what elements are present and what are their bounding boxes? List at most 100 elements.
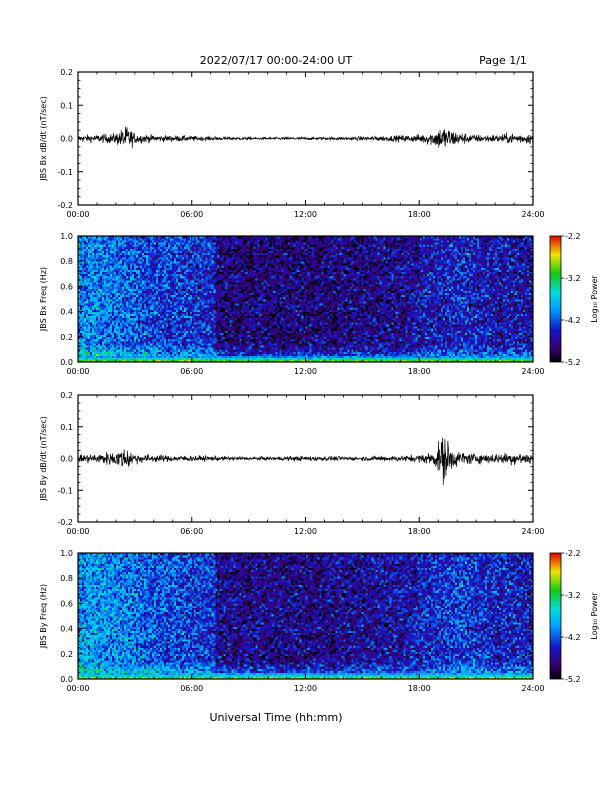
heatmap-cell bbox=[105, 282, 109, 285]
heatmap-cell bbox=[179, 315, 183, 319]
heatmap-cell bbox=[109, 286, 113, 289]
heatmap-cell bbox=[78, 248, 81, 251]
heatmap-cell bbox=[199, 240, 203, 243]
heatmap-cell bbox=[149, 290, 153, 293]
heatmap-cell bbox=[165, 334, 169, 338]
heatmap-cell bbox=[113, 269, 117, 272]
heatmap-cell bbox=[85, 351, 89, 354]
heatmap-cell bbox=[95, 292, 99, 296]
heatmap-cell bbox=[147, 257, 151, 260]
heatmap-cell bbox=[173, 359, 177, 363]
heatmap-cell bbox=[147, 275, 151, 279]
heatmap-cell bbox=[181, 271, 185, 275]
heatmap-cell bbox=[93, 254, 97, 258]
heatmap-cell bbox=[211, 311, 215, 314]
heatmap-cell bbox=[201, 269, 205, 272]
heatmap-cell bbox=[101, 263, 105, 266]
heatmap-cell bbox=[217, 284, 220, 287]
heatmap-cell bbox=[143, 343, 147, 346]
heatmap-cell bbox=[81, 252, 85, 256]
heatmap-cell bbox=[119, 326, 123, 329]
heatmap-cell bbox=[125, 359, 129, 363]
heatmap-cell bbox=[231, 320, 234, 323]
heatmap-cell bbox=[99, 307, 103, 310]
heatmap-cell bbox=[175, 311, 179, 314]
heatmap-cell bbox=[191, 280, 195, 283]
heatmap-cell bbox=[177, 269, 181, 272]
heatmap-cell bbox=[101, 345, 105, 348]
heatmap-cell bbox=[95, 307, 99, 310]
heatmap-cell bbox=[199, 238, 203, 241]
heatmap-cell bbox=[177, 284, 181, 287]
heatmap-cell bbox=[83, 324, 87, 327]
heatmap-cell bbox=[78, 299, 81, 302]
heatmap-cell bbox=[165, 294, 169, 298]
heatmap-cell bbox=[193, 332, 197, 335]
heatmap-cell bbox=[105, 294, 109, 298]
heatmap-cell bbox=[219, 290, 222, 293]
heatmap-cell bbox=[177, 311, 181, 314]
heatmap-cell bbox=[205, 282, 209, 285]
heatmap-cell bbox=[205, 345, 209, 348]
heatmap-cell bbox=[119, 320, 123, 323]
heatmap-cell bbox=[115, 328, 119, 331]
heatmap-cell bbox=[181, 246, 185, 249]
heatmap-cell bbox=[189, 259, 193, 262]
heatmap-cell bbox=[195, 238, 199, 241]
heatmap-cell bbox=[207, 357, 211, 361]
heatmap-cell bbox=[197, 290, 201, 293]
heatmap-cell bbox=[197, 320, 201, 323]
heatmap-cell bbox=[145, 305, 149, 308]
heatmap-cell bbox=[109, 288, 113, 291]
heatmap-cell bbox=[215, 259, 218, 262]
heatmap-cell bbox=[141, 265, 145, 268]
heatmap-cell bbox=[115, 341, 119, 344]
heatmap-cell bbox=[227, 242, 230, 245]
heatmap-cell bbox=[213, 357, 216, 361]
heatmap-cell bbox=[123, 290, 127, 293]
heatmap-cell bbox=[157, 330, 161, 333]
heatmap-cell bbox=[125, 286, 129, 289]
heatmap-cell bbox=[139, 259, 143, 262]
heatmap-cell bbox=[223, 336, 226, 340]
heatmap-cell bbox=[99, 288, 103, 291]
heatmap-cell bbox=[195, 284, 199, 287]
heatmap-cell bbox=[203, 290, 207, 293]
heatmap-cell bbox=[163, 309, 167, 312]
heatmap-cell bbox=[141, 315, 145, 319]
heatmap-cell bbox=[91, 324, 95, 327]
heatmap-cell bbox=[239, 334, 242, 338]
heatmap-cell bbox=[187, 290, 191, 293]
heatmap-cell bbox=[97, 240, 101, 243]
heatmap-cell bbox=[181, 336, 185, 340]
heatmap-cell bbox=[187, 242, 191, 245]
heatmap-cell bbox=[227, 254, 230, 258]
heatmap-cell bbox=[237, 254, 240, 258]
heatmap-cell bbox=[111, 349, 115, 352]
heatmap-cell bbox=[83, 320, 87, 323]
heatmap-cell bbox=[101, 359, 105, 363]
heatmap-cell bbox=[183, 328, 187, 331]
heatmap-cell bbox=[187, 246, 191, 249]
heatmap-cell bbox=[87, 248, 91, 251]
heatmap-cell bbox=[169, 334, 173, 338]
heatmap-cell bbox=[149, 349, 153, 352]
heatmap-cell bbox=[149, 288, 153, 291]
heatmap-cell bbox=[97, 244, 101, 247]
heatmap-cell bbox=[93, 355, 97, 359]
heatmap-cell bbox=[167, 301, 171, 304]
heatmap-cell bbox=[173, 265, 177, 268]
heatmap-cell bbox=[93, 326, 97, 329]
heatmap-cell bbox=[127, 334, 131, 338]
heatmap-cell bbox=[115, 292, 119, 296]
heatmap-cell bbox=[153, 330, 157, 333]
heatmap-cell bbox=[167, 341, 171, 344]
heatmap-cell bbox=[119, 307, 123, 310]
heatmap-cell bbox=[207, 246, 211, 249]
heatmap-cell bbox=[237, 292, 240, 296]
heatmap-cell bbox=[101, 259, 105, 262]
heatmap-cell bbox=[81, 307, 85, 310]
heatmap-cell bbox=[173, 345, 177, 348]
heatmap-cell bbox=[85, 273, 89, 277]
